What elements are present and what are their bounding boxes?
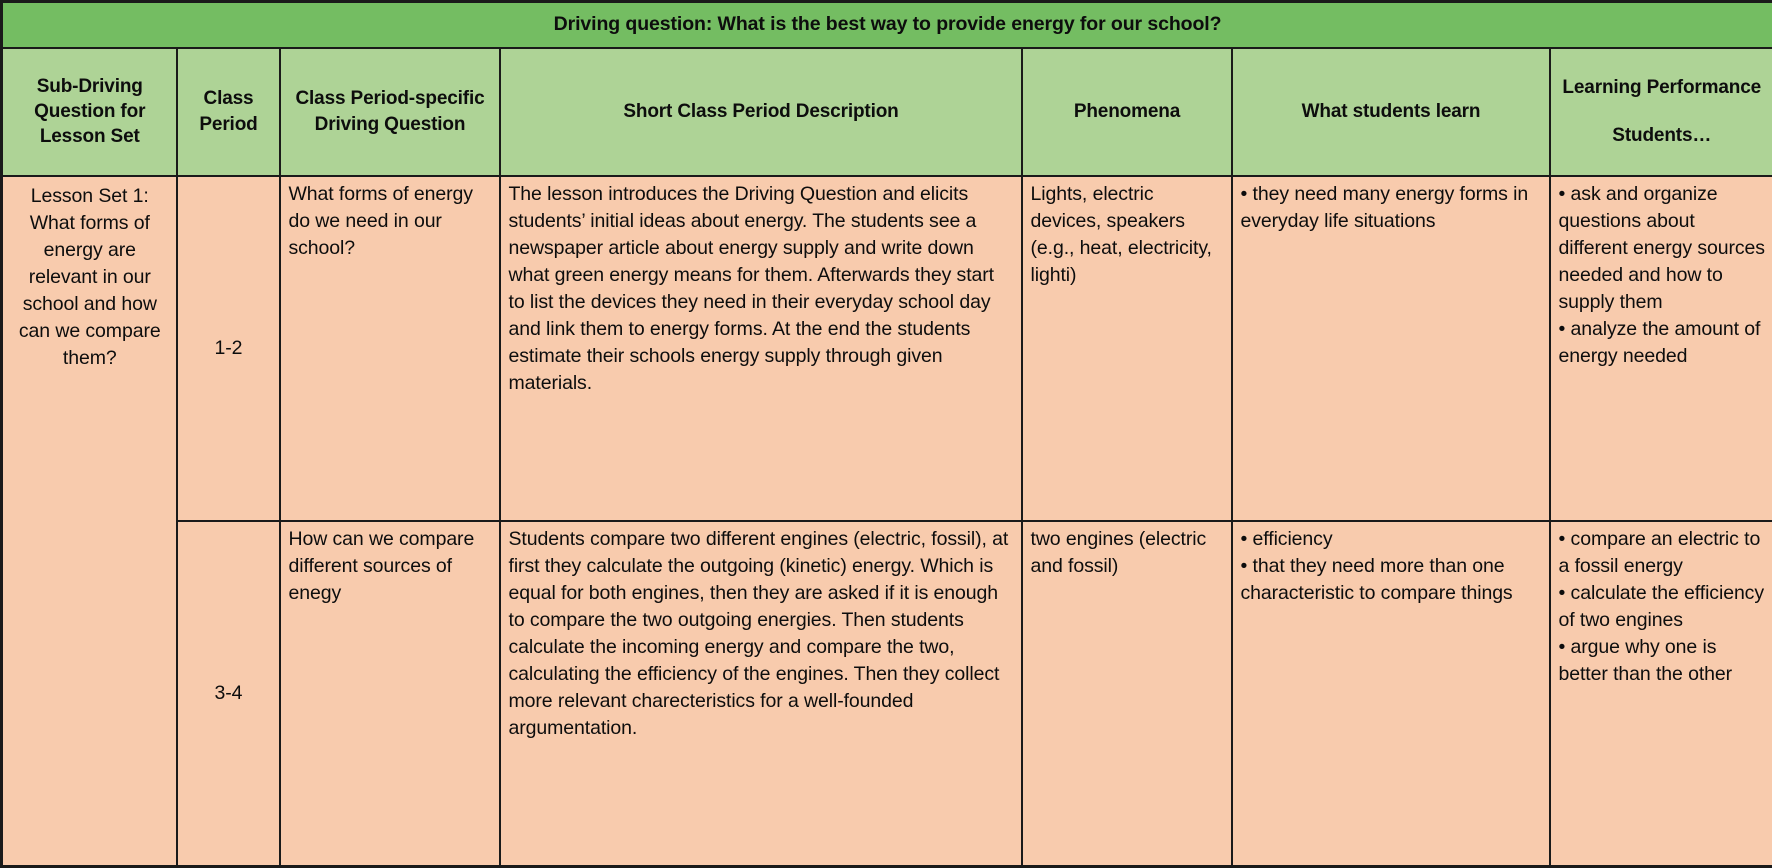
description-text: Students compare two different engines (… [508,527,1009,740]
driving-question-title: Driving question: What is the best way t… [0,0,1772,49]
header-class-period-specific-driving-question: Class Period-specific Driving Question [278,46,501,177]
phenomena-value: Lights, electric devices, speakers (e.g.… [1020,174,1233,522]
list-item: • compare an electric to a fossil energy [1558,527,1761,577]
list-item: • they need many energy forms in everyda… [1240,182,1529,232]
class-period-value: 1-2 [175,174,281,522]
class-period-value: 3-4 [175,519,281,868]
learning-performance-list: • ask and organize questions about diffe… [1559,181,1766,371]
learning-performance-value: • compare an electric to a fossil energy… [1548,519,1772,868]
description-text: The lesson introduces the Driving Questi… [508,182,995,395]
header-learning-performance: Learning Performance Students… [1548,46,1772,177]
class-period-driving-question: How can we compare different sources of … [278,519,501,868]
header-class-period: Class Period [175,46,281,177]
phenomena-value: two engines (electric and fossil) [1020,519,1233,868]
what-students-learn-list: • efficiency • that they need more than … [1241,526,1542,607]
table-title-row: Driving question: What is the best way t… [0,0,1772,49]
class-period-description: The lesson introduces the Driving Questi… [498,174,1023,522]
list-item: • analyze the amount of energy needed [1558,317,1761,368]
what-students-learn-value: • efficiency • that they need more than … [1230,519,1551,868]
list-item: • calculate the efficiency of two engine… [1558,581,1765,631]
list-item: • argue why one is better than the other [1558,635,1733,686]
table-header-row: Sub-Driving Question for Lesson Set Clas… [0,46,1772,177]
table-row: 3-4 How can we compare different sources… [2,519,1772,868]
learning-performance-list: • compare an electric to a fossil energy… [1559,526,1766,689]
lesson-set-label: Lesson Set 1: What forms of energy are r… [0,174,178,868]
list-item: • ask and organize questions about diffe… [1558,182,1766,313]
table-row: Lesson Set 1: What forms of energy are r… [0,174,1772,868]
header-what-students-learn: What students learn [1230,46,1551,177]
header-short-class-period-description: Short Class Period Description [498,46,1023,177]
header-phenomena: Phenomena [1020,46,1233,177]
header-learning-performance-main: Learning Performance [1562,77,1762,99]
learning-performance-value: • ask and organize questions about diffe… [1548,174,1772,522]
class-period-description: Students compare two different engines (… [498,519,1023,868]
header-sub-driving-question: Sub-Driving Question for Lesson Set [0,46,178,177]
what-students-learn-value: • they need many energy forms in everyda… [1230,174,1551,522]
header-learning-performance-sub: Students… [1612,124,1712,146]
list-item: • that they need more than one character… [1240,554,1513,604]
what-students-learn-list: • they need many energy forms in everyda… [1241,181,1542,235]
list-item: • efficiency [1240,527,1333,550]
class-period-driving-question: What forms of energy do we need in our s… [278,174,501,522]
